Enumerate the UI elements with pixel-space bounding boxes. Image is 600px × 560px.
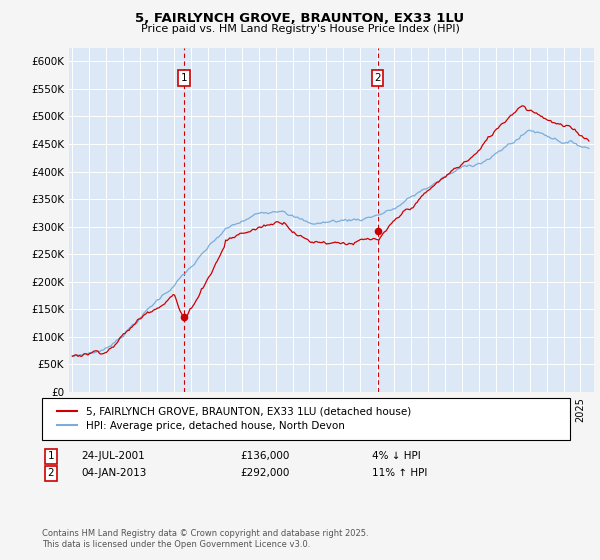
Text: 2: 2	[47, 468, 55, 478]
Text: 1: 1	[47, 451, 55, 461]
Text: 24-JUL-2001: 24-JUL-2001	[81, 451, 145, 461]
Text: 5, FAIRLYNCH GROVE, BRAUNTON, EX33 1LU: 5, FAIRLYNCH GROVE, BRAUNTON, EX33 1LU	[136, 12, 464, 25]
Text: £292,000: £292,000	[240, 468, 289, 478]
Legend: 5, FAIRLYNCH GROVE, BRAUNTON, EX33 1LU (detached house), HPI: Average price, det: 5, FAIRLYNCH GROVE, BRAUNTON, EX33 1LU (…	[52, 402, 415, 435]
Text: 11% ↑ HPI: 11% ↑ HPI	[372, 468, 427, 478]
FancyBboxPatch shape	[42, 398, 570, 440]
Text: 4% ↓ HPI: 4% ↓ HPI	[372, 451, 421, 461]
Text: 2: 2	[374, 73, 381, 83]
Text: £136,000: £136,000	[240, 451, 289, 461]
Point	[373, 227, 382, 236]
Text: Contains HM Land Registry data © Crown copyright and database right 2025.
This d: Contains HM Land Registry data © Crown c…	[42, 529, 368, 549]
Text: 1: 1	[181, 73, 187, 83]
Text: 04-JAN-2013: 04-JAN-2013	[81, 468, 146, 478]
Point	[179, 312, 188, 321]
Text: Price paid vs. HM Land Registry's House Price Index (HPI): Price paid vs. HM Land Registry's House …	[140, 24, 460, 34]
